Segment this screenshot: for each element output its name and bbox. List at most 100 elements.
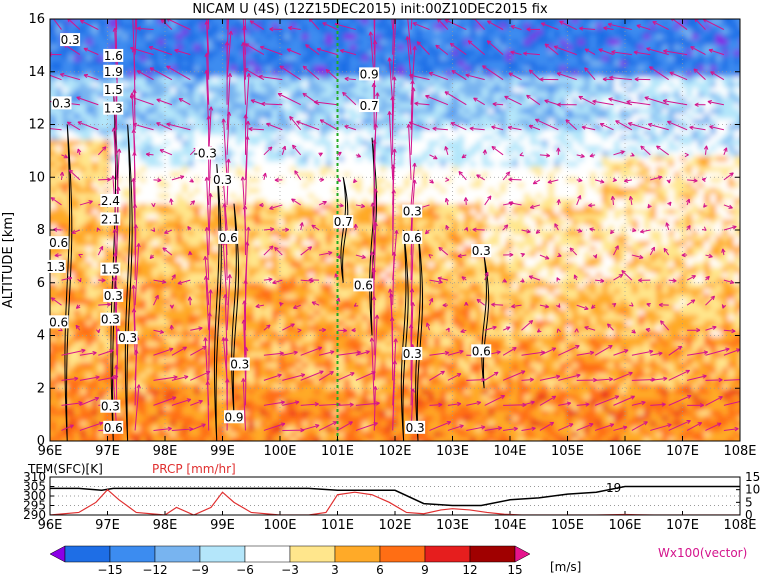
heatmap-cell xyxy=(380,166,387,173)
heatmap-cell xyxy=(368,23,375,30)
heatmap-cell xyxy=(374,81,381,88)
heatmap-cell xyxy=(320,150,327,157)
heatmap-cell xyxy=(278,362,285,369)
heatmap-cell xyxy=(344,129,351,136)
heatmap-cell xyxy=(326,23,333,30)
heatmap-cell xyxy=(344,161,351,168)
heatmap-cell xyxy=(308,320,315,327)
heatmap-cell xyxy=(344,389,351,396)
heatmap-cell xyxy=(350,225,357,231)
heatmap-cell xyxy=(194,442,201,448)
heatmap-cell xyxy=(152,267,159,274)
heatmap-cell xyxy=(308,315,315,321)
heatmap-cell xyxy=(188,230,195,237)
heatmap-cell xyxy=(374,230,381,237)
heatmap-cell xyxy=(188,34,195,41)
heatmap-cell xyxy=(392,262,399,268)
heatmap-cell xyxy=(86,19,93,25)
heatmap-cell xyxy=(188,140,195,147)
heatmap-cell xyxy=(392,129,399,136)
heatmap-cell xyxy=(260,124,267,131)
heatmap-cell xyxy=(308,262,315,268)
heatmap-cell xyxy=(266,421,273,427)
heatmap-cell xyxy=(128,431,135,438)
heatmap-cell xyxy=(398,34,405,41)
heatmap-cell xyxy=(104,150,111,157)
heatmap-cell xyxy=(134,235,141,242)
heatmap-cell xyxy=(158,421,165,427)
heatmap-cell xyxy=(86,108,93,115)
heatmap-cell xyxy=(80,331,87,337)
heatmap-cell xyxy=(296,309,303,316)
heatmap-cell xyxy=(182,150,189,157)
heatmap-cell xyxy=(80,368,87,374)
heatmap-cell xyxy=(224,431,231,438)
heatmap-cell xyxy=(116,60,123,67)
heatmap-cell xyxy=(362,389,369,396)
heatmap-cell xyxy=(62,66,69,72)
heatmap-cell xyxy=(74,219,81,226)
heatmap-cell xyxy=(320,23,327,30)
heatmap-cell xyxy=(50,34,57,41)
heatmap-cell xyxy=(200,346,207,353)
heatmap-cell xyxy=(134,66,141,72)
heatmap-cell xyxy=(260,235,267,242)
heatmap-cell xyxy=(98,13,105,19)
heatmap-cell xyxy=(218,198,225,205)
heatmap-cell xyxy=(62,415,69,422)
heatmap-cell xyxy=(302,336,309,343)
heatmap-cell xyxy=(122,278,129,284)
heatmap-cell xyxy=(188,399,195,406)
heatmap-cell xyxy=(212,309,219,316)
heatmap-cell xyxy=(182,182,189,189)
heatmap-cell xyxy=(302,421,309,427)
heatmap-cell xyxy=(326,384,333,390)
heatmap-cell xyxy=(350,426,357,433)
heatmap-cell xyxy=(254,129,261,136)
heatmap-cell xyxy=(140,230,147,237)
heatmap-cell xyxy=(374,437,381,441)
heatmap-cell xyxy=(314,278,321,284)
heatmap-cell xyxy=(236,262,243,268)
heatmap-cell xyxy=(362,129,369,136)
heatmap-cell xyxy=(326,187,333,194)
heatmap-cell xyxy=(320,81,327,88)
heatmap-cell xyxy=(380,410,387,417)
heatmap-cell xyxy=(212,50,219,56)
heatmap-cell xyxy=(356,166,363,173)
heatmap-cell xyxy=(146,415,153,422)
heatmap-cell xyxy=(182,161,189,168)
heatmap-cell xyxy=(152,44,159,51)
heatmap-cell xyxy=(344,415,351,422)
heatmap-cell xyxy=(314,267,321,274)
heatmap-cell xyxy=(266,346,273,353)
heatmap-cell xyxy=(116,256,123,263)
heatmap-cell xyxy=(188,415,195,422)
heatmap-cell xyxy=(86,134,93,141)
heatmap-cell xyxy=(260,341,267,348)
heatmap-cell xyxy=(380,150,387,157)
heatmap-cell xyxy=(116,13,123,19)
heatmap-cell xyxy=(140,394,147,401)
heatmap-cell xyxy=(296,50,303,56)
heatmap-cell xyxy=(164,410,171,417)
heatmap-cell xyxy=(200,182,207,189)
heatmap-cell xyxy=(350,431,357,438)
heatmap-cell xyxy=(194,124,201,131)
heatmap-cell xyxy=(344,325,351,332)
heatmap-cell xyxy=(374,378,381,385)
heatmap-cell xyxy=(104,331,111,337)
heatmap-cell xyxy=(134,13,141,19)
heatmap-cell xyxy=(92,320,99,327)
heatmap-cell xyxy=(398,87,405,94)
heatmap-cell xyxy=(236,405,243,412)
heatmap-cell xyxy=(266,76,273,83)
heatmap-cell xyxy=(134,34,141,41)
heatmap-cell xyxy=(116,341,123,348)
heatmap-cell xyxy=(152,198,159,205)
heatmap-cell xyxy=(170,92,177,99)
heatmap-cell xyxy=(314,172,321,178)
heatmap-cell xyxy=(374,421,381,427)
heatmap-cell xyxy=(86,34,93,41)
heatmap-cell xyxy=(338,161,345,168)
